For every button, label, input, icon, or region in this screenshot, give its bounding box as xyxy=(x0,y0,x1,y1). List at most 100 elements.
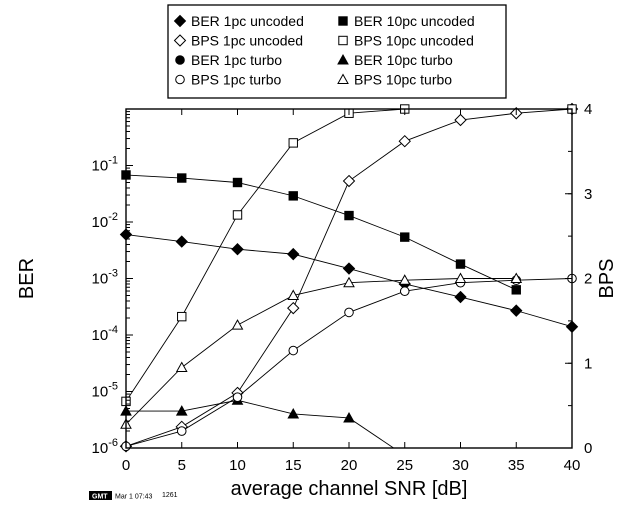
y2-tick-label: 2 xyxy=(584,271,592,288)
legend-marker xyxy=(337,73,349,84)
data-point xyxy=(231,319,244,330)
series-line xyxy=(125,174,517,291)
data-point xyxy=(287,289,300,300)
legend-marker xyxy=(338,35,348,46)
legend-marker xyxy=(173,14,187,28)
data-point xyxy=(288,191,298,201)
data-point xyxy=(344,307,354,318)
legend-marker xyxy=(175,74,185,85)
legend-item: BPS 1pc turbo xyxy=(175,72,281,88)
x-tick-label: 10 xyxy=(229,457,246,474)
data-point xyxy=(177,311,187,322)
x-tick-label: 35 xyxy=(508,457,525,474)
data-point xyxy=(399,286,410,297)
legend-item: BPS 10pc uncoded xyxy=(338,33,474,49)
legend-label: BPS 10pc turbo xyxy=(354,72,452,88)
data-point xyxy=(288,345,299,356)
y2-tick-label: 0 xyxy=(584,440,592,457)
data-point xyxy=(398,274,411,285)
axes: 0 5 10 15 20 25 30 35 4010-110-210-310-410-510-6… xyxy=(16,101,618,500)
data-point xyxy=(342,262,356,275)
y2-tick-label: 3 xyxy=(584,186,592,203)
series-line xyxy=(125,108,572,402)
x-tick-label: 40 xyxy=(564,457,581,474)
data-point xyxy=(343,411,355,423)
legend-marker xyxy=(337,53,349,65)
data-point xyxy=(232,210,243,220)
x-tick-label: 5 xyxy=(178,457,186,474)
legend-item: BER 1pc turbo xyxy=(175,52,282,68)
data-point xyxy=(175,235,188,248)
data-point xyxy=(175,405,188,416)
stamp-time: Mar 1 07:43 xyxy=(115,494,152,501)
x-axis-title: average channel SNR [dB] xyxy=(231,478,468,500)
y-tick-label: 10-1 xyxy=(92,155,118,175)
x-tick-label: 15 xyxy=(285,457,302,474)
timestamp-stamp: GMT Mar 1 07:43 1261 xyxy=(89,491,178,501)
data-point xyxy=(454,272,467,283)
series-bps-1pc-turbo xyxy=(121,273,577,452)
y2-tick-label: 1 xyxy=(584,355,592,372)
x-tick-label: 30 xyxy=(452,457,469,474)
legend-label: BER 1pc turbo xyxy=(191,52,282,68)
stamp-label: GMT xyxy=(92,494,108,501)
series-line xyxy=(125,278,517,425)
legend-frame xyxy=(167,4,507,99)
legend-label: BER 10pc turbo xyxy=(354,52,453,68)
data-point xyxy=(344,210,354,221)
series-ber-10pc-turbo xyxy=(120,394,394,449)
x-tick-label: 20 xyxy=(341,457,358,474)
legend-label: BPS 1pc uncoded xyxy=(191,33,303,49)
series-bps-10pc-turbo xyxy=(120,272,523,429)
plot-area xyxy=(119,102,579,453)
series-ber-10pc-uncoded xyxy=(121,170,521,295)
data-point xyxy=(176,426,187,436)
data-point xyxy=(510,272,523,283)
data-point xyxy=(454,113,467,127)
data-point xyxy=(231,242,244,256)
stamp-label-bg xyxy=(89,491,112,500)
x-tick-label: 0 xyxy=(122,457,130,474)
y-tick-label: 10-6 xyxy=(92,437,118,457)
legend-label: BER 1pc uncoded xyxy=(191,13,304,29)
legend-marker xyxy=(338,16,348,26)
data-point xyxy=(454,290,467,304)
legend-item: BER 1pc uncoded xyxy=(173,13,304,29)
y-tick-label: 10-5 xyxy=(92,381,118,401)
series-line xyxy=(126,399,394,449)
y-axis-title: BER xyxy=(16,258,38,299)
data-point xyxy=(510,304,523,317)
chart-marks xyxy=(119,102,579,453)
data-point xyxy=(511,285,521,295)
y-tick-label: 10-2 xyxy=(92,211,118,231)
legend-label: BER 10pc uncoded xyxy=(354,13,475,29)
y-tick-label: 10-4 xyxy=(92,324,118,344)
legend-item: BER 10pc turbo xyxy=(337,52,453,68)
data-point xyxy=(398,134,411,148)
legend-item: BPS 10pc turbo xyxy=(337,72,452,88)
legend: BER 1pc uncoded BER 10pc uncoded BPS 1pc u… xyxy=(167,4,507,99)
data-point xyxy=(287,301,300,315)
data-point xyxy=(287,407,300,419)
x-tick-label: 25 xyxy=(396,457,413,474)
legend-item: BPS 1pc uncoded xyxy=(173,33,303,49)
data-point xyxy=(288,138,298,148)
data-point xyxy=(232,177,243,188)
data-point xyxy=(400,232,410,242)
data-point xyxy=(175,361,188,372)
legend-label: BPS 1pc turbo xyxy=(191,72,281,88)
legend-item: BER 10pc uncoded xyxy=(338,13,475,29)
series-bps-10pc-uncoded xyxy=(121,104,577,407)
data-point xyxy=(342,174,356,188)
data-point xyxy=(343,276,355,288)
data-point xyxy=(455,259,466,269)
legend-marker xyxy=(175,55,185,65)
legend-marker xyxy=(173,34,187,47)
y2-axis-title: BPS xyxy=(596,258,618,298)
data-point xyxy=(232,392,243,402)
y2-tick-label: 4 xyxy=(584,101,592,118)
stamp-number: 1261 xyxy=(162,492,178,499)
data-point xyxy=(287,247,300,261)
y-tick-label: 10-3 xyxy=(92,268,118,288)
